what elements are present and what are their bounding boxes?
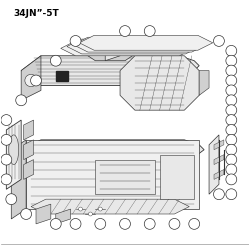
Circle shape — [120, 218, 130, 229]
Circle shape — [226, 85, 237, 96]
Circle shape — [226, 114, 237, 126]
Circle shape — [1, 134, 12, 145]
Polygon shape — [120, 56, 199, 110]
Polygon shape — [199, 70, 209, 95]
Polygon shape — [80, 41, 140, 61]
Polygon shape — [95, 160, 155, 194]
Circle shape — [1, 174, 12, 185]
Circle shape — [226, 189, 237, 200]
Polygon shape — [24, 120, 34, 140]
Circle shape — [226, 75, 237, 86]
Circle shape — [70, 36, 81, 46]
Polygon shape — [56, 70, 68, 81]
Polygon shape — [6, 120, 21, 189]
Polygon shape — [36, 204, 51, 224]
Circle shape — [226, 144, 237, 155]
Circle shape — [189, 218, 200, 229]
Polygon shape — [21, 56, 41, 100]
Circle shape — [144, 26, 155, 36]
Polygon shape — [11, 140, 26, 219]
Circle shape — [226, 95, 237, 106]
Circle shape — [226, 124, 237, 136]
Polygon shape — [79, 36, 213, 50]
Circle shape — [16, 95, 26, 106]
Circle shape — [214, 36, 224, 46]
Circle shape — [226, 55, 237, 66]
Circle shape — [6, 194, 17, 204]
Circle shape — [95, 218, 106, 229]
Circle shape — [226, 154, 237, 165]
Circle shape — [1, 154, 12, 165]
Circle shape — [226, 46, 237, 56]
Circle shape — [226, 105, 237, 116]
Circle shape — [144, 218, 155, 229]
Ellipse shape — [9, 135, 19, 164]
Circle shape — [226, 65, 237, 76]
Circle shape — [169, 218, 180, 229]
Circle shape — [78, 207, 82, 211]
Circle shape — [21, 208, 32, 220]
Polygon shape — [214, 155, 224, 164]
Circle shape — [1, 114, 12, 126]
Polygon shape — [26, 140, 199, 209]
Polygon shape — [56, 209, 70, 224]
Polygon shape — [160, 155, 194, 199]
Polygon shape — [214, 170, 224, 179]
Polygon shape — [24, 140, 34, 160]
Circle shape — [50, 55, 61, 66]
Circle shape — [226, 164, 237, 175]
Polygon shape — [67, 39, 200, 54]
Polygon shape — [21, 140, 204, 164]
Polygon shape — [73, 37, 206, 52]
Polygon shape — [209, 135, 219, 194]
Circle shape — [98, 207, 102, 211]
Circle shape — [120, 26, 130, 36]
Circle shape — [70, 218, 81, 229]
Polygon shape — [31, 199, 189, 214]
Circle shape — [50, 218, 61, 229]
Polygon shape — [24, 160, 34, 180]
Circle shape — [226, 174, 237, 185]
Circle shape — [30, 75, 42, 86]
Text: 34JN”-5T: 34JN”-5T — [14, 9, 60, 18]
Polygon shape — [214, 140, 224, 150]
Circle shape — [25, 74, 37, 87]
Circle shape — [214, 189, 224, 200]
Circle shape — [88, 212, 92, 216]
Polygon shape — [105, 36, 120, 61]
Polygon shape — [61, 41, 194, 56]
Polygon shape — [21, 56, 199, 86]
Circle shape — [226, 134, 237, 145]
